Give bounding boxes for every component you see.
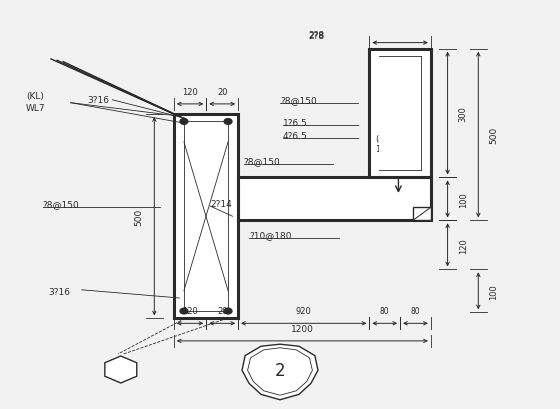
Text: 2: 2 bbox=[275, 362, 285, 380]
Bar bbox=[238, 178, 431, 221]
Text: 3?16: 3?16 bbox=[48, 288, 70, 297]
Circle shape bbox=[224, 119, 232, 125]
Text: 1?6.5: 1?6.5 bbox=[283, 119, 307, 128]
Text: 20: 20 bbox=[217, 88, 227, 97]
Bar bbox=[380, 57, 421, 171]
Circle shape bbox=[180, 308, 188, 314]
Circle shape bbox=[224, 308, 232, 314]
Bar bbox=[370, 49, 431, 178]
Text: 2?14: 2?14 bbox=[210, 200, 232, 209]
Bar bbox=[238, 178, 431, 221]
Text: WL7: WL7 bbox=[26, 104, 45, 113]
Text: (KL): (KL) bbox=[26, 92, 44, 101]
Text: 20: 20 bbox=[217, 306, 227, 315]
Text: 4?6.5: 4?6.5 bbox=[283, 132, 307, 141]
Text: 500: 500 bbox=[489, 127, 498, 144]
Text: 120: 120 bbox=[459, 237, 468, 253]
Text: 120: 120 bbox=[182, 88, 198, 97]
Text: (4.200): (4.200) bbox=[375, 135, 405, 144]
Text: 2?8: 2?8 bbox=[308, 31, 324, 40]
Text: 80: 80 bbox=[410, 306, 420, 315]
Bar bbox=[174, 115, 238, 319]
Text: 920: 920 bbox=[296, 306, 311, 315]
Text: 1200: 1200 bbox=[291, 324, 314, 333]
Polygon shape bbox=[242, 344, 318, 400]
Text: ?8@150: ?8@150 bbox=[43, 200, 80, 209]
Text: 80: 80 bbox=[380, 306, 390, 315]
Circle shape bbox=[180, 119, 188, 125]
Bar bbox=[174, 115, 238, 319]
Text: 3?16: 3?16 bbox=[87, 96, 109, 105]
Bar bbox=[370, 49, 431, 178]
Polygon shape bbox=[248, 348, 312, 395]
Text: 13.200: 13.200 bbox=[375, 145, 404, 154]
Text: 120: 120 bbox=[182, 306, 198, 315]
Polygon shape bbox=[105, 356, 137, 383]
Text: 500: 500 bbox=[134, 208, 143, 225]
Text: ?10@180: ?10@180 bbox=[249, 231, 292, 240]
Text: 300: 300 bbox=[459, 106, 468, 122]
Text: ?8@150: ?8@150 bbox=[244, 157, 281, 166]
Text: ?8@150: ?8@150 bbox=[280, 96, 317, 105]
Bar bbox=[413, 208, 431, 221]
Text: 100: 100 bbox=[489, 283, 498, 299]
Text: 100: 100 bbox=[459, 191, 468, 207]
Bar bbox=[184, 122, 228, 311]
Text: 2?8: 2?8 bbox=[308, 32, 324, 41]
